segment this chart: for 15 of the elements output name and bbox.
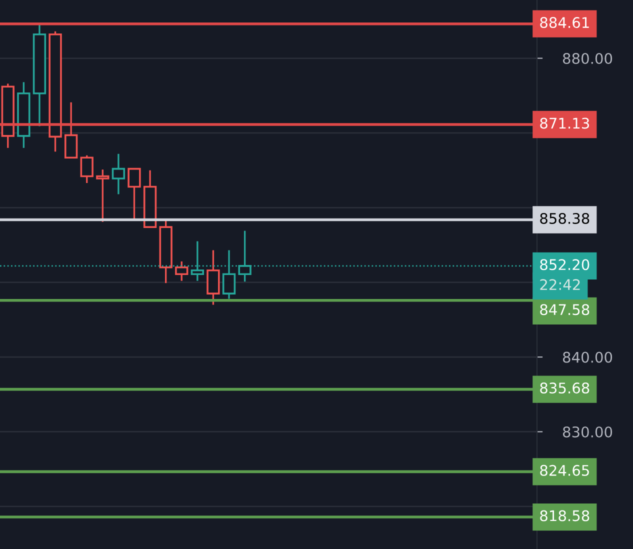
candlestick — [17, 81, 30, 149]
text: 22:42 — [540, 279, 580, 290]
ref-line-label: 847.58 — [540, 304, 590, 316]
candlestick — [206, 249, 220, 306]
y-tick-label: 830.00 — [562, 426, 612, 438]
candlestick — [112, 153, 126, 196]
ref-line-label: 871.13 — [540, 118, 590, 129]
y-tick-label: 880.00 — [562, 52, 612, 64]
ref-line-label: 824.65 — [540, 464, 589, 476]
ref-line-label: 858.38 — [540, 212, 590, 224]
y-tick-label: 840.00 — [562, 352, 612, 363]
ref-line-label: 818.58 — [540, 510, 590, 522]
ref-line-label: 835.68 — [540, 382, 590, 394]
ref-line-label: 884.61 — [540, 17, 589, 28]
ref-line-label: 852.20 — [540, 259, 590, 270]
